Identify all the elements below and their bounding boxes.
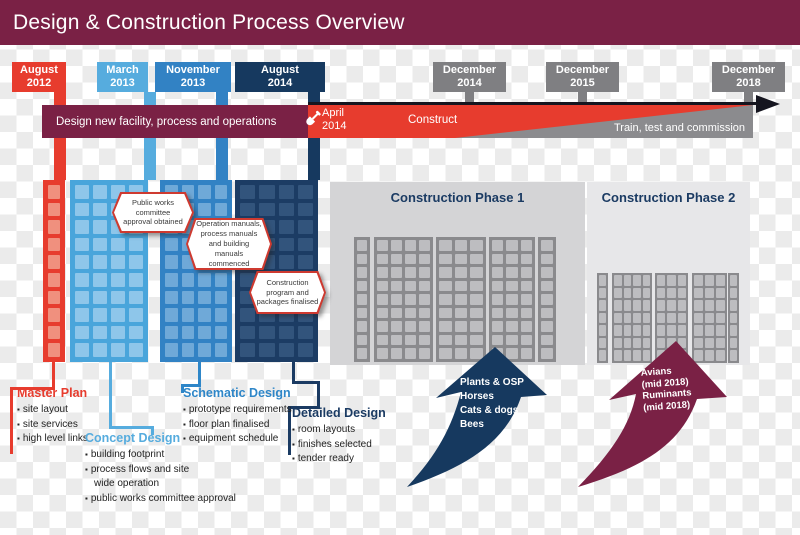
- stage-item: site services: [17, 418, 142, 433]
- connector-concept-design: [151, 426, 154, 435]
- connector-schematic-design: [181, 384, 201, 387]
- arrow-label: Horses: [460, 391, 494, 402]
- stage-detailed-design: Detailed Design room layouts finishes se…: [292, 406, 412, 467]
- stage-item: high level links: [17, 432, 142, 447]
- milestone-label: August 2012: [20, 64, 58, 89]
- phase1-building: [374, 237, 433, 362]
- callout-public-works: Public works committee approval obtained: [112, 192, 194, 233]
- milestone-december-2014: December 2014: [433, 62, 506, 92]
- stage-title: Master Plan: [17, 386, 88, 400]
- stage-title: Schematic Design: [183, 386, 291, 400]
- stage-item: tender ready: [292, 452, 412, 467]
- phase2-animals-arrow: [578, 341, 727, 487]
- stem-december-2015: [578, 92, 587, 103]
- design-bar-label: Design new facility, process and operati…: [56, 115, 277, 128]
- header-bar: Design & Construction Process Overview: [0, 0, 800, 45]
- phase1-building: [489, 237, 535, 362]
- connector-schematic-design: [181, 384, 184, 393]
- milestone-march-2013: March 2013: [97, 62, 148, 92]
- stage-item: building footprint: [85, 448, 270, 463]
- stage-item: public works committee approval: [85, 492, 270, 507]
- stage-item: prototype requirements: [183, 403, 323, 418]
- connector-master-plan: [10, 387, 13, 454]
- stem-december-2018: [744, 92, 753, 103]
- hexagon-body: Operation manuals, process manuals and b…: [188, 220, 270, 268]
- milestone-label: March 2013: [106, 64, 139, 89]
- stage-schematic-design: Schematic Design prototype requirements …: [183, 386, 323, 447]
- milestone-label: December 2018: [721, 64, 776, 89]
- arrow-label: Bees: [460, 419, 484, 430]
- milestone-label: December 2014: [442, 64, 497, 89]
- train-label: Train, test and commission: [613, 122, 745, 134]
- milestone-december-2018: December 2018: [712, 62, 785, 92]
- callout-text: Construction program and packages finali…: [256, 277, 319, 307]
- stem-december-2014: [465, 92, 474, 103]
- april-2014-marker: April 2014: [322, 107, 347, 132]
- phase2-building: [612, 273, 652, 363]
- connector-detailed-design: [292, 362, 295, 384]
- stage-item: room layouts: [292, 423, 412, 438]
- phase2-building: [692, 273, 727, 363]
- milestone-december-2015: December 2015: [546, 62, 619, 92]
- stage-title: Detailed Design: [292, 406, 386, 420]
- stage-item: site layout: [17, 403, 142, 418]
- callout-text: Operation manuals, process manuals and b…: [196, 219, 262, 268]
- design-bar: Design new facility, process and operati…: [42, 105, 308, 138]
- phase2-building: [597, 273, 608, 363]
- phase2-title: Construction Phase 2: [601, 190, 736, 205]
- arrow-label: Plants & OSP: [460, 377, 524, 388]
- milestone-label: December 2015: [555, 64, 610, 89]
- callout-construction-program: Construction program and packages finali…: [249, 271, 326, 314]
- construct-label: Construct: [408, 114, 458, 126]
- stage-concept-design: Concept Design building footprint proces…: [85, 431, 270, 506]
- phase1-building: [354, 237, 370, 362]
- milestone-label: November 2013: [166, 64, 220, 89]
- phase2-arrow-labels: Avians (mid 2018) Ruminants (mid 2018): [640, 364, 692, 414]
- callout-operation-manuals: Operation manuals, process manuals and b…: [186, 218, 272, 270]
- building-master-plan: [43, 180, 65, 362]
- connector-master-plan: [52, 362, 55, 389]
- arrow-label: Cats & dogs: [460, 405, 519, 416]
- phase1-building: [436, 237, 486, 362]
- callout-text: Public works committee approval obtained: [123, 197, 183, 227]
- stage-item: finishes selected: [292, 438, 412, 453]
- stage-item: equipment schedule: [183, 432, 323, 447]
- stage-title: Concept Design: [85, 431, 181, 445]
- stage-master-plan: Master Plan site layout site services hi…: [17, 386, 142, 447]
- milestone-august-2012: August 2012: [12, 62, 66, 92]
- phase1-arrow-labels: Plants & OSP Horses Cats & dogs Bees: [460, 376, 524, 432]
- phase2-building: [728, 273, 739, 363]
- hexagon-body: Construction program and packages finali…: [251, 273, 324, 312]
- phase1-title: Construction Phase 1: [390, 190, 525, 205]
- phase1-animals-arrow: [407, 347, 547, 487]
- connector-schematic-design: [198, 362, 201, 387]
- milestone-label: August 2014: [261, 64, 299, 89]
- milestone-november-2013: November 2013: [155, 62, 231, 92]
- connector-detailed-design: [292, 381, 320, 384]
- hexagon-body: Public works committee approval obtained: [114, 194, 192, 231]
- stage-item: process flows and site wide operation: [85, 463, 270, 492]
- timeline-line: [308, 102, 763, 105]
- milestone-august-2014: August 2014: [235, 62, 325, 92]
- timeline-arrowhead-icon: [756, 95, 780, 113]
- shovel-icon: [303, 107, 322, 136]
- stage-item: floor plan finalised: [183, 418, 323, 433]
- phase1-building: [538, 237, 556, 362]
- connector-detailed-design: [317, 381, 320, 409]
- page-title: Design & Construction Process Overview: [13, 10, 405, 34]
- connector-master-plan: [10, 387, 55, 390]
- connector-concept-design: [109, 362, 112, 429]
